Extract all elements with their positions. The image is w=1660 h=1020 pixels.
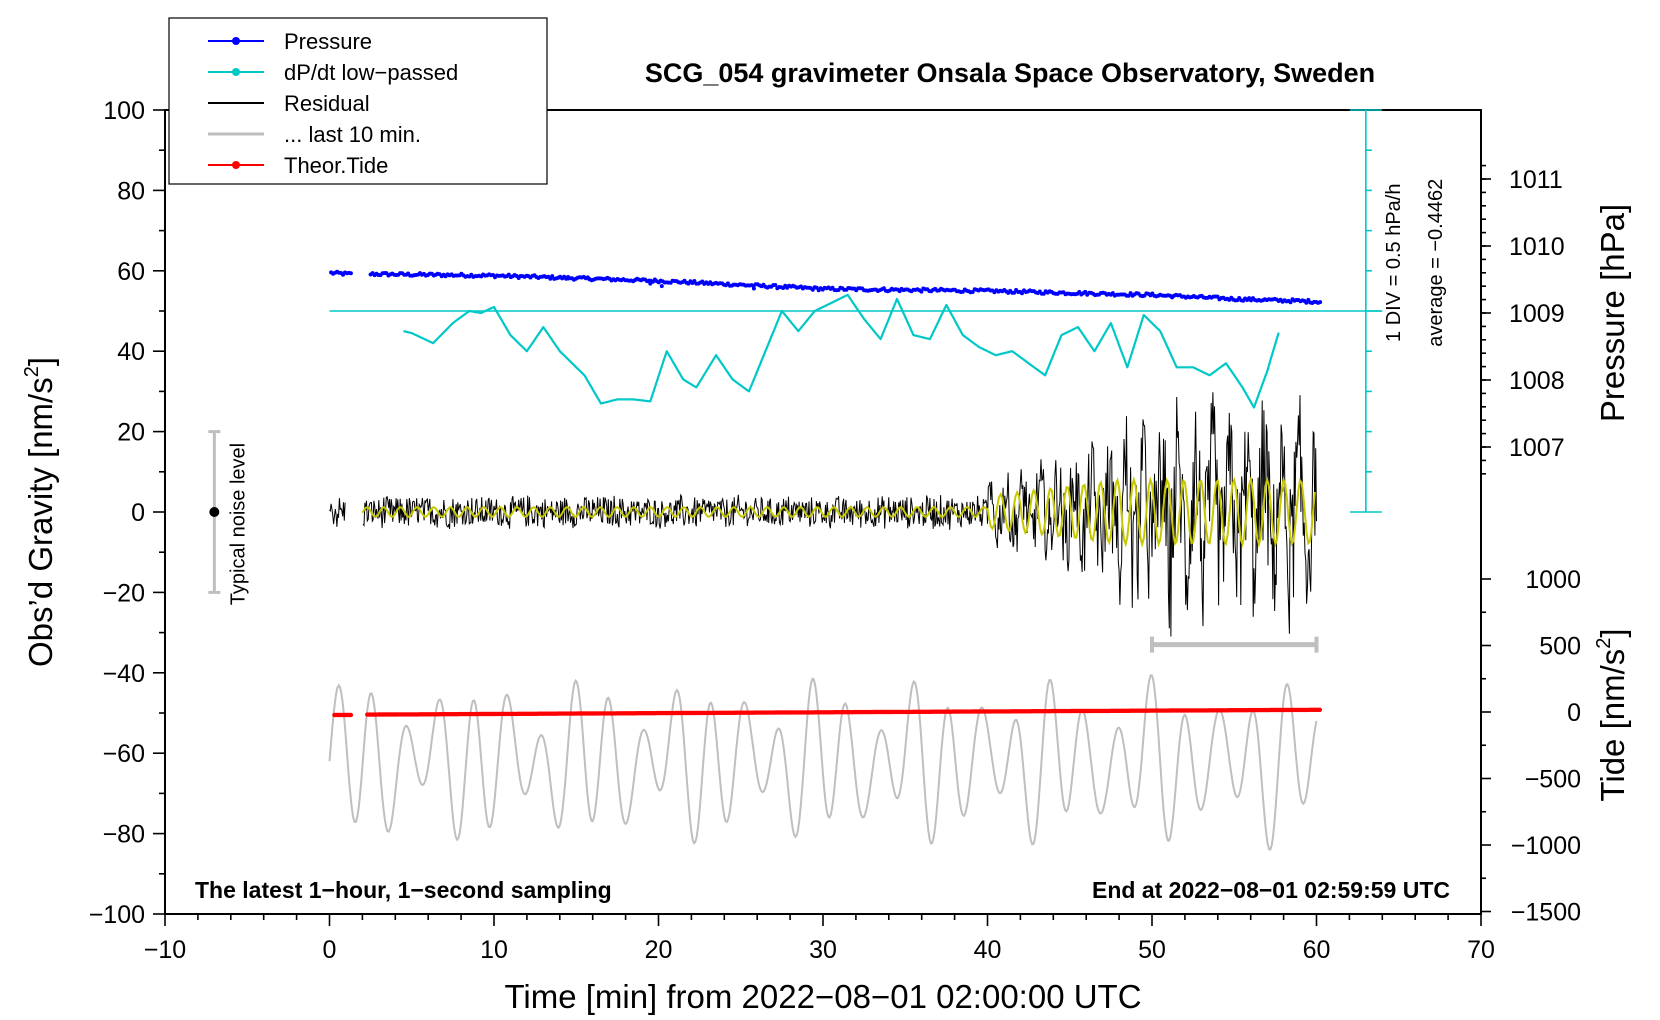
residual-smoothed-line bbox=[361, 476, 1316, 548]
legend-label: Residual bbox=[284, 91, 370, 116]
pressure-point bbox=[648, 281, 653, 286]
pressure-tick-label: 1007 bbox=[1509, 434, 1565, 462]
pressure-point bbox=[587, 277, 592, 282]
x-tick-label: 70 bbox=[1467, 936, 1495, 964]
pressure-tick-label: 1011 bbox=[1509, 166, 1563, 194]
pressure-point bbox=[1304, 300, 1309, 305]
legend-swatch-marker bbox=[232, 68, 240, 76]
y-tick-label: 40 bbox=[117, 338, 145, 366]
series-layer bbox=[328, 269, 1323, 851]
legend-box bbox=[168, 17, 548, 185]
pressure-point bbox=[1083, 289, 1088, 294]
last-10-min-bar bbox=[1150, 636, 1319, 653]
x-tick-label: 20 bbox=[645, 936, 673, 964]
pressure-axis-ticks: 1011 1010 1009 1008 1007 bbox=[1481, 164, 1565, 475]
pressure-axis-label: Pressure [hPa] bbox=[1594, 204, 1631, 422]
tide-axis-label: Tide [nm/s2] bbox=[1593, 628, 1631, 801]
pressure-tick-label: 1010 bbox=[1509, 233, 1565, 261]
theor-tide-series bbox=[332, 707, 1323, 718]
tide-tick-label: 0 bbox=[1567, 699, 1581, 727]
pressure-point bbox=[659, 284, 664, 289]
y-tick-label: −40 bbox=[103, 660, 145, 688]
pressure-point bbox=[773, 283, 778, 287]
legend-label: Theor.Tide bbox=[284, 153, 388, 178]
x-tick-label: 40 bbox=[974, 936, 1002, 964]
y-tick-label: 60 bbox=[117, 258, 145, 286]
tide-tick-label: 1000 bbox=[1525, 566, 1581, 594]
legend-swatch-marker bbox=[232, 37, 240, 45]
x-tick-label: 30 bbox=[809, 936, 837, 964]
sampling-note: The latest 1−hour, 1−second sampling bbox=[195, 877, 612, 903]
average-label: average = −0.4462 bbox=[1425, 179, 1447, 347]
end-time-note: End at 2022−08−01 02:59:59 UTC bbox=[1092, 877, 1450, 903]
dpdt-lowpassed-line bbox=[403, 293, 1280, 409]
pressure-point bbox=[1020, 291, 1024, 296]
y-tick-label: −20 bbox=[103, 579, 145, 607]
y-tick-label: 80 bbox=[117, 177, 145, 205]
pressure-tick-label: 1009 bbox=[1509, 300, 1565, 328]
legend-label: Pressure bbox=[284, 29, 372, 54]
y-tick-label: −60 bbox=[103, 740, 145, 768]
last-10-min-line bbox=[328, 674, 1318, 851]
div-scale-label: 1 DIV = 0.5 hPa/h bbox=[1383, 184, 1405, 342]
y-axis-ticks: 100 80 60 40 20 0 −20 −40 −60 −80 −100 bbox=[89, 97, 165, 929]
noise-center-dot bbox=[209, 507, 220, 517]
x-tick-label: 50 bbox=[1138, 936, 1166, 964]
pressure-point bbox=[970, 290, 975, 294]
pressure-point bbox=[751, 286, 756, 291]
y-axis-label-main: Obs’d Gravity [nm/s bbox=[22, 377, 59, 667]
typical-noise-level-label: Typical noise level bbox=[227, 443, 249, 605]
tide-axis-label-main: Tide [nm/s bbox=[1594, 649, 1631, 802]
x-axis-label: Time [min] from 2022−08−01 02:00:00 UTC bbox=[504, 978, 1141, 1015]
pressure-point bbox=[348, 271, 353, 276]
pressure-point bbox=[1318, 300, 1323, 305]
tide-tick-label: 500 bbox=[1539, 633, 1581, 661]
pressure-point bbox=[566, 276, 571, 281]
y-tick-label: 0 bbox=[131, 499, 145, 527]
pressure-series bbox=[329, 269, 1323, 305]
x-tick-label: 0 bbox=[323, 936, 337, 964]
legend-label: dP/dt low−passed bbox=[284, 60, 458, 85]
x-tick-label: 60 bbox=[1303, 936, 1331, 964]
x-axis-ticks: −10 0 10 20 30 40 50 60 70 bbox=[144, 914, 1495, 964]
y-axis-label-sup: 2 bbox=[21, 366, 43, 377]
pressure-point bbox=[1288, 300, 1293, 305]
tide-point bbox=[1317, 707, 1323, 712]
y-axis-label-close: ] bbox=[22, 357, 59, 366]
x-tick-label: 10 bbox=[480, 936, 508, 964]
pressure-tick-label: 1008 bbox=[1509, 367, 1565, 395]
tide-point bbox=[348, 712, 354, 718]
tide-axis-ticks: 1000 500 0 −500 −1000 −1500 bbox=[1481, 566, 1581, 927]
pressure-point bbox=[1215, 294, 1220, 299]
tide-axis-label-close: ] bbox=[1594, 628, 1631, 637]
legend: Pressure dP/dt low−passed Residual ... last… bbox=[168, 17, 548, 185]
pressure-point bbox=[550, 274, 555, 279]
chart-title: SCG_054 gravimeter Onsala Space Observat… bbox=[645, 58, 1375, 88]
tide-tick-label: −1500 bbox=[1511, 899, 1581, 927]
typical-noise-level bbox=[208, 430, 221, 594]
tide-axis-label-sup: 2 bbox=[1593, 638, 1615, 649]
legend-label: ... last 10 min. bbox=[284, 122, 421, 147]
tide-tick-label: −1000 bbox=[1511, 832, 1581, 860]
y-tick-label: −100 bbox=[89, 901, 145, 929]
legend-swatch-marker bbox=[232, 161, 240, 169]
pressure-point bbox=[919, 289, 924, 294]
y-tick-label: 20 bbox=[117, 419, 145, 447]
y-axis-label: Obs’d Gravity [nm/s2] bbox=[21, 357, 59, 667]
x-tick-label: −10 bbox=[144, 936, 186, 964]
y-tick-label: −80 bbox=[103, 821, 145, 849]
y-tick-label: 100 bbox=[103, 97, 145, 125]
tide-tick-label: −500 bbox=[1525, 766, 1581, 794]
